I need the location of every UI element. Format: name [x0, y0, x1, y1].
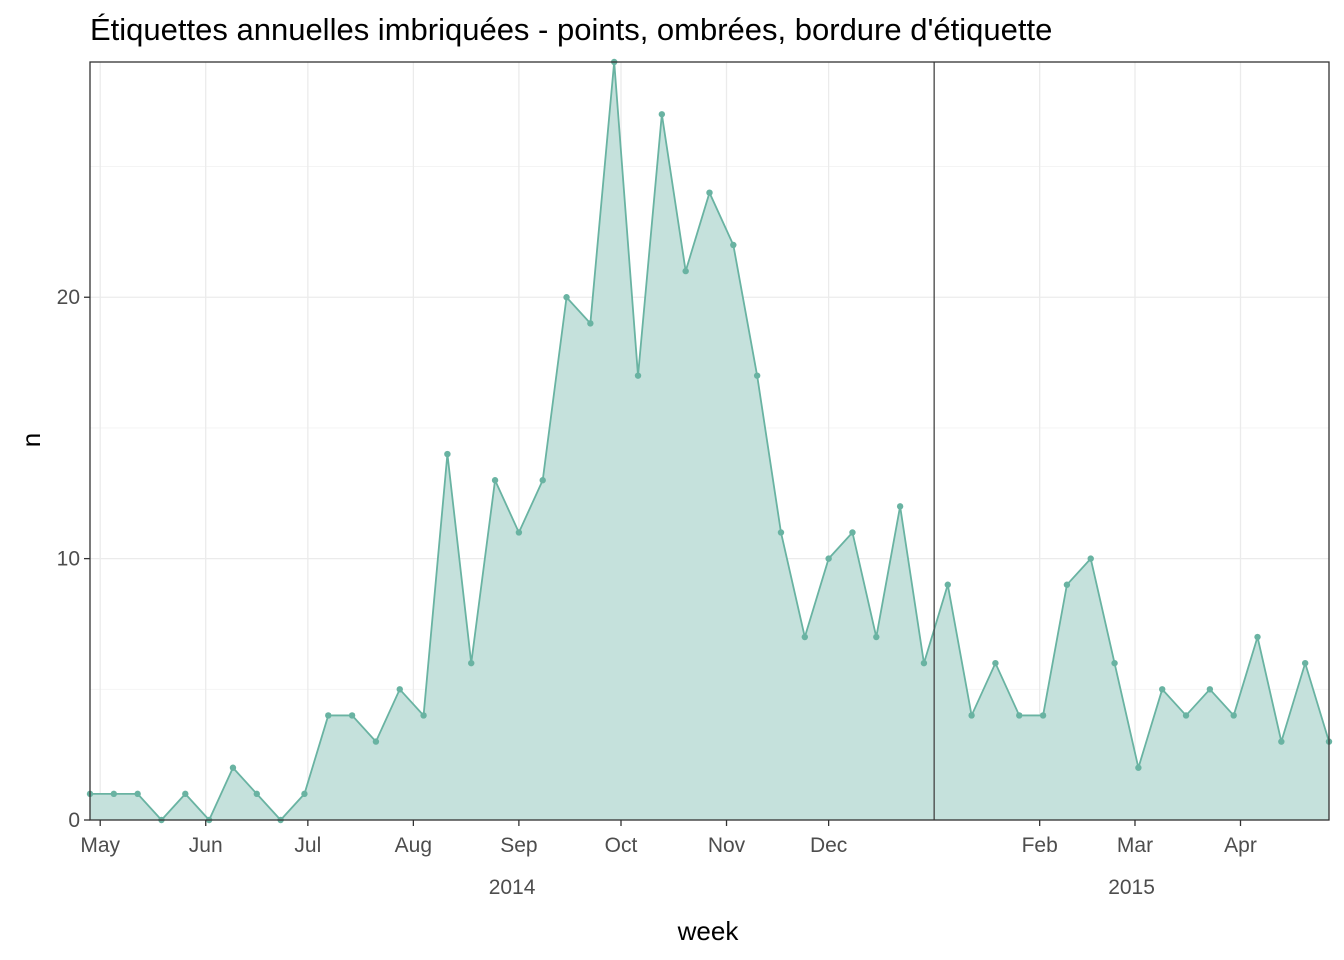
data-point	[682, 267, 689, 275]
data-point	[706, 189, 713, 196]
data-point	[1254, 633, 1261, 641]
data-point	[491, 477, 499, 484]
x-tick-label: Sep	[500, 834, 537, 857]
area-fill	[90, 62, 1329, 820]
data-point	[301, 790, 308, 798]
x-tick-label: Dec	[810, 834, 847, 857]
data-point	[1182, 712, 1190, 719]
data-point	[944, 581, 951, 588]
data-point	[515, 529, 523, 536]
data-point	[1159, 686, 1166, 693]
data-point	[873, 633, 880, 641]
data-point	[1230, 712, 1237, 719]
data-point	[1039, 712, 1047, 719]
data-point	[110, 790, 118, 798]
data-point	[182, 790, 189, 798]
y-tick-label: 10	[57, 548, 80, 571]
year-label: 2015	[1108, 876, 1155, 899]
data-point	[1111, 659, 1118, 667]
data-point	[468, 659, 475, 667]
y-tick-label: 20	[57, 286, 80, 309]
year-label: 2014	[489, 876, 536, 899]
data-point	[992, 659, 999, 667]
data-point	[634, 372, 642, 379]
data-point	[372, 738, 380, 745]
data-point	[444, 450, 451, 458]
data-point	[801, 633, 809, 641]
x-tick-label: Mar	[1117, 834, 1153, 857]
data-point	[563, 294, 570, 301]
data-point	[777, 529, 785, 536]
data-point	[1206, 686, 1214, 693]
data-point	[253, 790, 260, 798]
x-tick-label: Jul	[294, 834, 321, 857]
x-tick-label: Nov	[708, 834, 746, 857]
x-tick-label: Apr	[1224, 834, 1257, 857]
data-point	[920, 659, 928, 667]
chart-title: Étiquettes annuelles imbriquées - points…	[90, 12, 1052, 47]
data-point	[658, 111, 666, 118]
x-tick-label: Feb	[1022, 834, 1058, 857]
data-point	[753, 372, 761, 379]
data-point	[1016, 712, 1023, 719]
plot-area: 0 10 20 May Jun Jul Aug Sep Oct Nov Dec Feb Mar Apr 20…	[57, 58, 1333, 899]
data-point	[968, 712, 975, 719]
y-tick-label: 0	[68, 809, 80, 832]
panel-border	[89, 61, 1330, 821]
x-tick-label: Aug	[395, 834, 432, 857]
data-point	[825, 555, 832, 562]
x-axis-title: week	[677, 916, 740, 946]
data-point	[1301, 659, 1309, 667]
data-point	[896, 503, 904, 510]
data-point	[396, 686, 403, 693]
x-tick-label: May	[80, 834, 120, 857]
data-point	[1135, 764, 1142, 771]
data-point	[587, 320, 594, 327]
data-point	[1063, 581, 1071, 588]
y-axis-title: n	[16, 433, 46, 447]
data-point	[730, 241, 737, 249]
x-tick-label: Oct	[605, 834, 638, 857]
x-tick-label: Jun	[189, 834, 223, 857]
data-point	[420, 712, 427, 719]
data-point	[539, 477, 546, 484]
data-point	[229, 764, 237, 771]
data-point	[134, 790, 141, 798]
data-point	[348, 712, 356, 719]
data-point	[1087, 555, 1094, 562]
data-point	[1278, 738, 1285, 745]
data-point	[849, 529, 856, 536]
data-point	[325, 712, 332, 719]
